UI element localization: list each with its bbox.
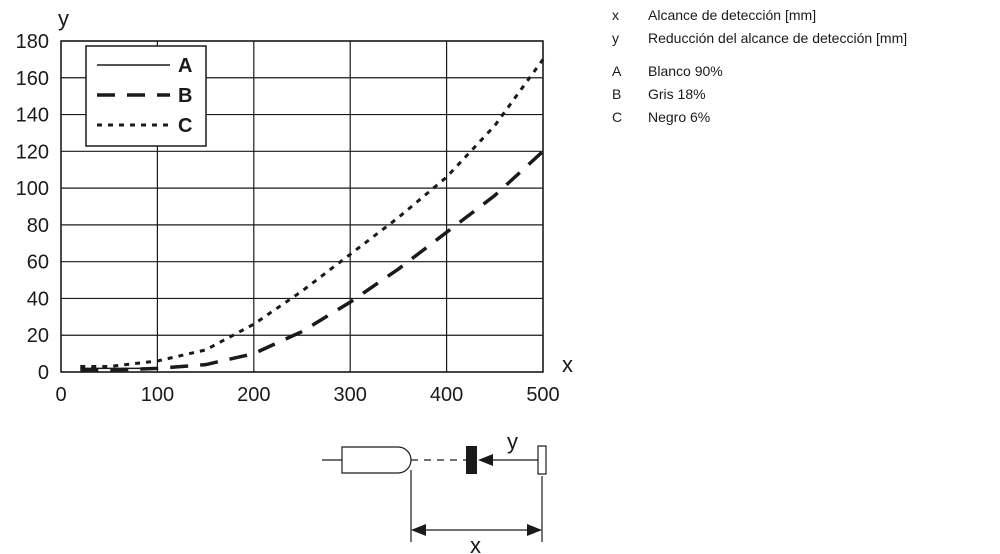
note-key: A: [612, 63, 622, 79]
y-tick-label: 140: [16, 105, 49, 127]
note-key: x: [612, 7, 619, 23]
label-notes: x Alcance de detección [mm] y Reducción …: [612, 4, 907, 129]
note-a: A Blanco 90%: [612, 60, 907, 83]
y-tick-label: 60: [27, 252, 49, 274]
y-tick-label: 0: [38, 362, 49, 384]
note-y: y Reducción del alcance de detección [mm…: [612, 27, 907, 50]
x-tick-label: 400: [430, 384, 463, 406]
note-text: Blanco 90%: [648, 63, 723, 79]
series-lines: [80, 58, 545, 372]
y-axis-label: y: [58, 6, 69, 31]
series-line-b: [80, 150, 545, 372]
x-axis-label: x: [562, 352, 573, 377]
note-text: Reducción del alcance de detección [mm]: [648, 30, 908, 46]
x-tick-label: 0: [55, 384, 66, 406]
legend-label-a: A: [178, 55, 192, 77]
note-b: B Gris 18%: [612, 83, 907, 106]
reference-target: [537, 445, 547, 475]
x-arrow-head-left: [411, 524, 426, 536]
plot-frame: [60, 40, 544, 373]
reduced-target: [466, 446, 477, 474]
y-arrow-head: [478, 454, 493, 466]
note-text: Alcance de detección [mm]: [648, 7, 817, 23]
legend: ABC: [85, 45, 207, 147]
y-tick-label: 160: [16, 68, 49, 90]
x-tick-label: 100: [141, 384, 174, 406]
diagram-y-label: y: [507, 429, 518, 454]
y-tick-label: 120: [16, 141, 49, 163]
note-x: x Alcance de detección [mm]: [612, 4, 907, 27]
note-key: B: [612, 86, 622, 102]
y-tick-label: 40: [27, 288, 49, 310]
sensor-body: [341, 446, 412, 474]
diagram-x-label: x: [470, 533, 481, 554]
note-c: C Negro 6%: [612, 106, 907, 129]
legend-label-c: C: [178, 115, 192, 137]
x-arrow-head-right: [527, 524, 542, 536]
y-tick-label: 100: [16, 178, 49, 200]
x-tick-label: 500: [526, 384, 559, 406]
y-tick-label: 20: [27, 325, 49, 347]
y-tick-label: 180: [16, 31, 49, 53]
note-text: Negro 6%: [648, 109, 711, 125]
sensor-diagram: y x: [322, 429, 547, 554]
y-tick-label: 80: [27, 215, 49, 237]
note-text: Gris 18%: [648, 86, 706, 102]
note-key: C: [612, 109, 623, 125]
x-tick-label: 300: [334, 384, 367, 406]
legend-label-b: B: [178, 85, 192, 107]
x-tick-label: 200: [237, 384, 270, 406]
tick-labels: 0 100 200 300 400 500 0 20 40 60 80 100 120 140 160 180: [16, 31, 560, 406]
note-key: y: [612, 30, 619, 46]
